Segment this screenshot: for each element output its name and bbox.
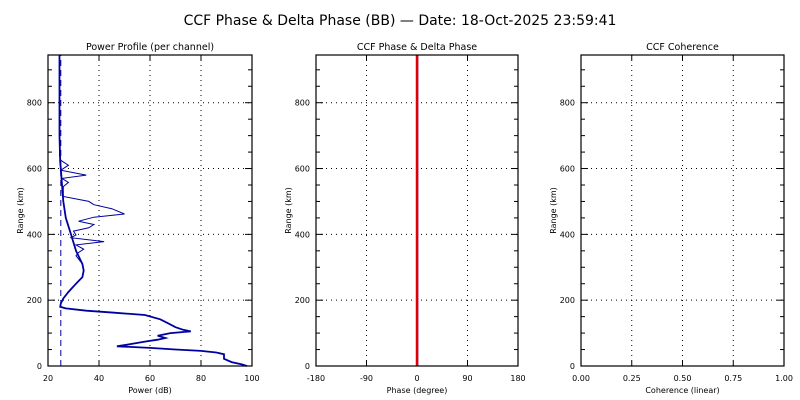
x-tick-label: 90 bbox=[462, 374, 472, 383]
panel-title: CCF Coherence bbox=[646, 42, 719, 53]
series-line-channel-2 bbox=[59, 55, 125, 271]
x-tick-label: -180 bbox=[307, 374, 325, 383]
panel-title: CCF Phase & Delta Phase bbox=[357, 42, 477, 53]
x-tick-label: 0.50 bbox=[674, 374, 692, 383]
x-tick-label: 80 bbox=[196, 374, 206, 383]
y-tick-label: 0 bbox=[37, 362, 42, 371]
y-tick-label: 200 bbox=[560, 296, 575, 305]
x-axis-label: Phase (degree) bbox=[387, 386, 448, 395]
series-line-channel-1 bbox=[58, 55, 248, 367]
x-axis-label: Coherence (linear) bbox=[645, 386, 719, 395]
y-tick-label: 600 bbox=[560, 165, 575, 174]
y-tick-label: 800 bbox=[27, 99, 42, 108]
y-tick-label: 0 bbox=[305, 362, 310, 371]
x-tick-label: 180 bbox=[510, 374, 525, 383]
y-tick-label: 800 bbox=[295, 99, 310, 108]
y-axis-label: Range (km) bbox=[284, 187, 293, 234]
panel-title: Power Profile (per channel) bbox=[86, 42, 214, 53]
x-tick-label: 100 bbox=[244, 374, 259, 383]
x-tick-label: 60 bbox=[145, 374, 155, 383]
y-tick-label: 600 bbox=[295, 165, 310, 174]
x-tick-label: -90 bbox=[360, 374, 373, 383]
x-tick-label: 0.00 bbox=[572, 374, 590, 383]
y-tick-label: 400 bbox=[560, 230, 575, 239]
y-tick-label: 600 bbox=[27, 165, 42, 174]
y-tick-label: 200 bbox=[295, 296, 310, 305]
y-axis-label: Range (km) bbox=[549, 187, 558, 234]
x-tick-label: 20 bbox=[43, 374, 53, 383]
y-tick-label: 800 bbox=[560, 99, 575, 108]
plot-frame bbox=[47, 54, 253, 367]
figure-title: CCF Phase & Delta Phase (BB) — Date: 18-… bbox=[184, 13, 617, 29]
x-tick-label: 0.75 bbox=[724, 374, 742, 383]
y-tick-label: 0 bbox=[570, 362, 575, 371]
y-axis-label: Range (km) bbox=[16, 187, 25, 234]
x-tick-label: 0 bbox=[414, 374, 419, 383]
y-tick-label: 200 bbox=[27, 296, 42, 305]
y-tick-label: 400 bbox=[27, 230, 42, 239]
plot-frame bbox=[315, 54, 519, 367]
x-tick-label: 0.25 bbox=[623, 374, 641, 383]
x-axis-label: Power (dB) bbox=[128, 386, 172, 395]
y-tick-label: 400 bbox=[295, 230, 310, 239]
x-tick-label: 1.00 bbox=[775, 374, 793, 383]
plot-frame bbox=[580, 54, 785, 367]
x-tick-label: 40 bbox=[94, 374, 104, 383]
